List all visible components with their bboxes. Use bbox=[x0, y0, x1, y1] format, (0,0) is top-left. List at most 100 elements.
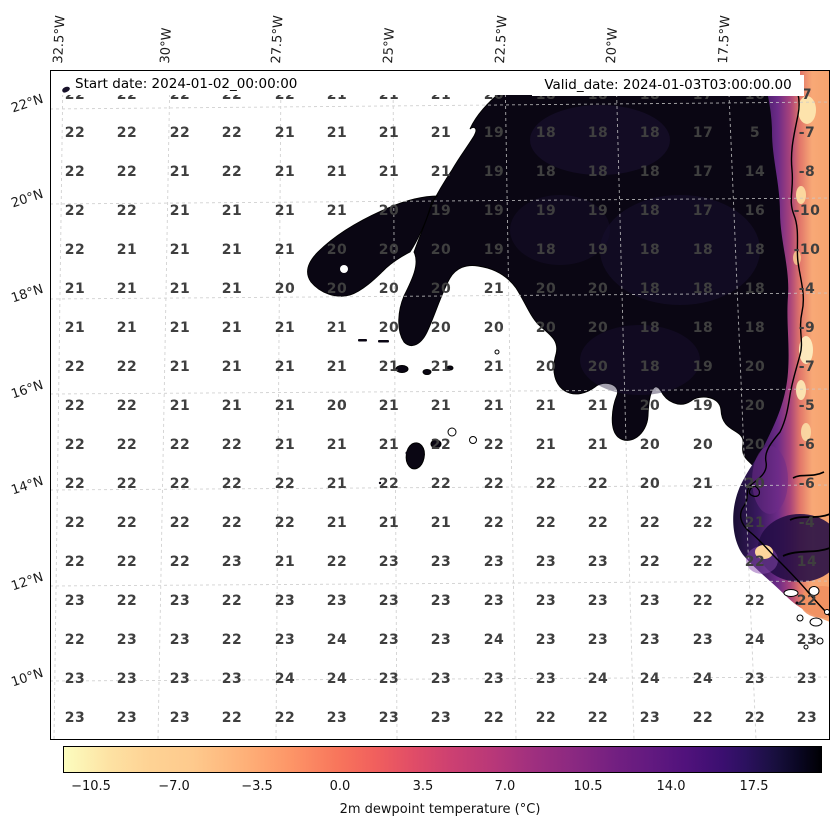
grid-value: 21 bbox=[535, 437, 557, 453]
grid-value: 22 bbox=[274, 476, 296, 492]
grid-value: 20 bbox=[744, 437, 766, 453]
grid-value: 19 bbox=[587, 242, 609, 258]
grid-value: 24 bbox=[326, 632, 348, 648]
pale-spot bbox=[801, 423, 811, 441]
grid-value: 23 bbox=[535, 671, 557, 687]
grid-value: 23 bbox=[430, 671, 452, 687]
grid-value: 20 bbox=[692, 437, 714, 453]
grid-value: 20 bbox=[326, 281, 348, 297]
grid-value: 20 bbox=[744, 398, 766, 414]
grid-value: 22 bbox=[221, 164, 243, 180]
grid-value: 23 bbox=[796, 710, 818, 726]
grid-value: 23 bbox=[169, 710, 191, 726]
grid-value: 22 bbox=[64, 476, 86, 492]
grid-value: 18 bbox=[535, 242, 557, 258]
grid-value: 18 bbox=[639, 203, 661, 219]
grid-value: 24 bbox=[483, 632, 505, 648]
grid-value: 18 bbox=[744, 320, 766, 336]
grid-value: 23 bbox=[378, 593, 400, 609]
grid-value: 22 bbox=[64, 164, 86, 180]
grid-value: 21 bbox=[326, 515, 348, 531]
grid-value: 20 bbox=[639, 476, 661, 492]
grid-value: 24 bbox=[639, 671, 661, 687]
grid-value: 21 bbox=[326, 203, 348, 219]
island-outline bbox=[824, 609, 830, 615]
grid-value: 23 bbox=[116, 671, 138, 687]
grid-value: 20 bbox=[587, 320, 609, 336]
grid-value: 23 bbox=[587, 593, 609, 609]
grid-value: 20 bbox=[430, 320, 452, 336]
island bbox=[395, 365, 409, 373]
grid-value: 22 bbox=[64, 203, 86, 219]
grid-value: 21 bbox=[116, 320, 138, 336]
grid-value: 21 bbox=[221, 242, 243, 258]
airmass-texture bbox=[580, 325, 700, 395]
grid-value: 23 bbox=[274, 632, 296, 648]
grid-value: 21 bbox=[692, 476, 714, 492]
valid-date-label: Valid_date: 2024-01-03T03:00:00.00 bbox=[532, 75, 804, 96]
grid-value: 22 bbox=[483, 515, 505, 531]
grid-value: 23 bbox=[796, 632, 818, 648]
grid-value: 19 bbox=[483, 203, 505, 219]
island-outline bbox=[796, 614, 804, 622]
grid-value: 23 bbox=[169, 632, 191, 648]
colorbar-tick-label: −7.0 bbox=[158, 779, 190, 794]
y-tick-label: 20°N bbox=[9, 186, 46, 212]
grid-value: 19 bbox=[483, 125, 505, 141]
grid-value: 22 bbox=[169, 125, 191, 141]
grid-value: 22 bbox=[169, 554, 191, 570]
grid-value: 23 bbox=[116, 710, 138, 726]
pale-spot bbox=[796, 186, 806, 204]
grid-value: 23 bbox=[535, 593, 557, 609]
white-hole bbox=[340, 265, 348, 273]
grid-value: 19 bbox=[483, 242, 505, 258]
x-tick-label: 20°W bbox=[604, 27, 621, 64]
grid-value: 19 bbox=[483, 164, 505, 180]
grid-value: 23 bbox=[64, 671, 86, 687]
grid-value: 22 bbox=[169, 476, 191, 492]
grid-value: 21 bbox=[274, 359, 296, 375]
grid-value: 21 bbox=[378, 515, 400, 531]
grid-value: 21 bbox=[274, 320, 296, 336]
x-tick-label: 17.5°W bbox=[716, 14, 734, 64]
grid-value: 22 bbox=[744, 710, 766, 726]
grid-value: 23 bbox=[430, 632, 452, 648]
grid-value: -4 bbox=[798, 515, 816, 531]
grid-value: 23 bbox=[378, 632, 400, 648]
grid-value: 23 bbox=[378, 554, 400, 570]
x-tick-label: 22.5°W bbox=[493, 14, 511, 64]
island-outline bbox=[808, 586, 820, 596]
grid-value: 23 bbox=[274, 593, 296, 609]
grid-value: 23 bbox=[169, 671, 191, 687]
colorbar-tick-label: −10.5 bbox=[71, 779, 111, 794]
dark-airmass-region bbox=[398, 70, 830, 567]
grid-value: 22 bbox=[64, 515, 86, 531]
grid-value: 22 bbox=[430, 476, 452, 492]
grid-value: 20 bbox=[639, 398, 661, 414]
grid-value: 22 bbox=[274, 710, 296, 726]
grid-value: 21 bbox=[430, 125, 452, 141]
grid-value: 22 bbox=[430, 437, 452, 453]
grid-value: 20 bbox=[744, 359, 766, 375]
grid-value: 20 bbox=[326, 398, 348, 414]
grid-value: 23 bbox=[483, 593, 505, 609]
grid-value: 20 bbox=[378, 203, 400, 219]
colorbar-axis-label: 2m dewpoint temperature (°C) bbox=[339, 802, 541, 817]
grid-value: 19 bbox=[692, 359, 714, 375]
x-tick-label: 30°W bbox=[158, 27, 175, 64]
grid-value: -7 bbox=[798, 125, 816, 141]
grid-value: 20 bbox=[378, 242, 400, 258]
grid-value: 22 bbox=[378, 476, 400, 492]
start-date-label: Start date: 2024-01-02_00:00:00 bbox=[72, 76, 301, 92]
grid-value: 22 bbox=[587, 476, 609, 492]
grid-value: 21 bbox=[169, 398, 191, 414]
grid-value: 21 bbox=[378, 359, 400, 375]
grid-value: 18 bbox=[535, 125, 557, 141]
grid-value: 18 bbox=[692, 281, 714, 297]
grid-value: 19 bbox=[587, 203, 609, 219]
grid-value: 18 bbox=[535, 164, 557, 180]
grid-value: 20 bbox=[274, 281, 296, 297]
grid-value: 23 bbox=[326, 710, 348, 726]
grid-value: 19 bbox=[535, 203, 557, 219]
grid-value: 17 bbox=[692, 125, 714, 141]
